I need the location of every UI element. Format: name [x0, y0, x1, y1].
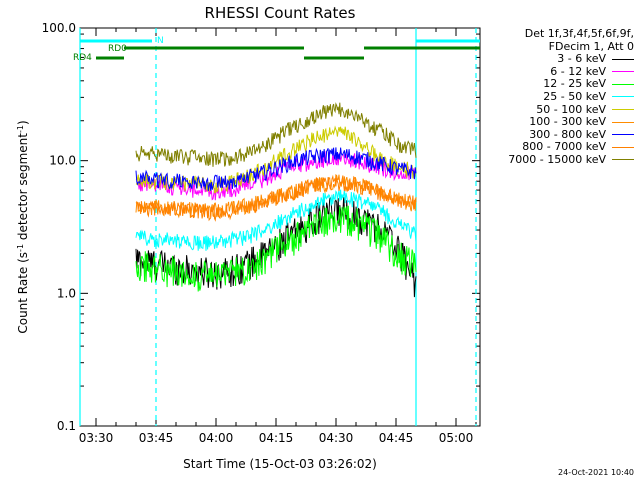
legend-swatch: [612, 83, 634, 85]
series-line: [135, 189, 417, 251]
legend-entry: 12 - 25 keV: [464, 78, 634, 91]
legend: Det 1f,3f,4f,5f,6f,9f, FDecim 1, Att 0 3…: [464, 27, 634, 167]
legend-swatch: [612, 134, 634, 136]
legend-entry: 6 - 12 keV: [464, 64, 634, 79]
series-line: [135, 147, 417, 191]
x-tick-label: 03:30: [79, 431, 114, 445]
legend-entry-label: 25 - 50 keV: [543, 89, 606, 103]
y-tick-label: 1.0: [57, 286, 76, 300]
legend-entry: 3 - 6 keV: [464, 52, 634, 66]
legend-entry-label: 300 - 800 keV: [529, 127, 606, 141]
legend-entry: 100 - 300 keV: [464, 115, 634, 129]
flag-label-rd0: RD0: [108, 44, 127, 54]
legend-swatch: [612, 109, 634, 111]
legend-entry: 800 - 7000 keV: [464, 141, 634, 154]
footer-date: 24-Oct-2021 10:40: [558, 468, 634, 477]
series-line: [135, 205, 417, 292]
legend-header-line2: FDecim 1, Att 0: [548, 39, 634, 53]
legend-entry: 25 - 50 keV: [464, 89, 634, 104]
legend-swatch: [612, 58, 634, 60]
legend-entry: 300 - 800 keV: [464, 127, 634, 142]
x-axis-label: Start Time (15-Oct-03 03:26:02): [183, 457, 377, 471]
y-tick-label: 10.0: [49, 154, 76, 168]
legend-entry-label: 800 - 7000 keV: [522, 140, 606, 154]
x-tick-label: 05:00: [439, 431, 474, 445]
y-axis-label-mid: detector segment: [16, 133, 30, 244]
legend-swatch: [612, 146, 634, 148]
series-line: [135, 174, 417, 222]
y-axis-label-sup2: -1: [16, 125, 25, 133]
flag-label-n: N: [157, 36, 164, 46]
legend-entry-label: 7000 - 15000 keV: [508, 152, 606, 166]
y-axis-label-sup1: -1: [16, 244, 25, 252]
legend-swatch: [612, 121, 634, 123]
chart-title: RHESSI Count Rates: [205, 4, 356, 22]
legend-entry: 7000 - 15000 keV: [464, 152, 634, 167]
vertical-markers: [79, 28, 477, 426]
series-line: [135, 173, 417, 219]
legend-entry-label: 50 - 100 keV: [536, 102, 606, 116]
y-axis-label-main: Count Rate (s: [16, 252, 30, 334]
y-axis-label-end: ): [16, 120, 30, 125]
y-axis-ticks: 100.0 10.0 1.0 0.1: [42, 21, 480, 433]
x-tick-label: 04:45: [379, 431, 414, 445]
legend-entry-label: 3 - 6 keV: [557, 52, 606, 66]
flag-bars: [80, 39, 480, 60]
x-tick-label: 04:15: [259, 431, 294, 445]
legend-swatch: [612, 96, 634, 98]
y-tick-label: 0.1: [57, 419, 76, 433]
series-lines: [135, 102, 417, 298]
flag-label-rd4: RD4: [73, 53, 92, 63]
legend-entry-label: 12 - 25 keV: [543, 77, 606, 91]
legend-swatch: [612, 159, 634, 161]
legend-rows: 3 - 6 keV 6 - 12 keV 12 - 25 keV 25 - 50 ke…: [464, 52, 634, 167]
plot-frame: [79, 27, 481, 427]
x-axis-ticks: 03:30 03:45 04:00 04:15 04:30 04:45 05:00: [79, 28, 477, 445]
legend-entry-label: 6 - 12 keV: [550, 64, 606, 78]
legend-header-line1: Det 1f,3f,4f,5f,6f,9f,: [524, 27, 634, 40]
x-tick-label: 03:45: [139, 431, 174, 445]
series-line: [135, 150, 417, 201]
legend-entry: 50 - 100 keV: [464, 102, 634, 117]
x-tick-label: 04:30: [319, 431, 354, 445]
legend-entry-label: 100 - 300 keV: [529, 115, 606, 129]
y-axis-label: Count Rate (s-1 detector segment-1): [16, 120, 31, 333]
series-line: [135, 102, 417, 167]
x-tick-label: 04:00: [199, 431, 234, 445]
legend-swatch: [612, 71, 634, 73]
y-tick-label: 100.0: [42, 21, 76, 35]
